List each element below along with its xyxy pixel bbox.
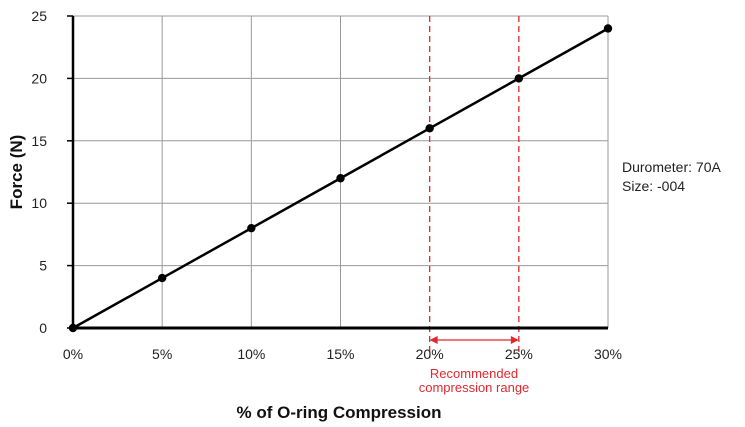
x-tick-label-10: 10% (237, 346, 265, 362)
y-tick-label-0: 0 (39, 320, 47, 336)
y-tick-label-20: 20 (31, 70, 47, 86)
x-tick-label-5: 5% (152, 346, 172, 362)
tick-labels: 0 5 10 15 20 25 0% 5% 10% 15% 20% 25% 30% (31, 8, 622, 362)
data-point-25 (514, 74, 524, 83)
x-tick-label-25: 25% (505, 346, 533, 362)
x-tick-label-0: 0% (63, 346, 83, 362)
x-tick-label-20: 20% (416, 346, 444, 362)
x-tick-label-30: 30% (594, 346, 622, 362)
data-point-5 (157, 273, 167, 283)
size-note: Size: -004 (622, 178, 685, 194)
data-point-10 (247, 223, 256, 233)
y-tick-label-25: 25 (31, 8, 47, 24)
y-tick-label-10: 10 (31, 195, 47, 211)
data-point-0 (68, 323, 78, 333)
y-tick-label-15: 15 (31, 133, 47, 149)
data-point-30 (603, 24, 613, 33)
range-label-line2: compression range (419, 380, 530, 395)
grid (73, 15, 609, 328)
series (68, 24, 613, 333)
data-point-15 (336, 174, 345, 183)
y-tick-label-5: 5 (39, 258, 47, 274)
range-arrow-right-head (510, 336, 519, 344)
axes (67, 15, 608, 330)
x-axis-title: % of O-ring Compression (237, 403, 442, 422)
durometer-note: Durometer: 70A (622, 159, 721, 175)
recommended-range (429, 16, 520, 358)
data-point-20 (425, 124, 434, 133)
range-label-line1: Recommended (430, 366, 518, 381)
y-axis-title: Force (N) (7, 135, 26, 210)
x-tick-label-15: 15% (326, 346, 354, 362)
range-arrow-left-head (429, 336, 438, 344)
